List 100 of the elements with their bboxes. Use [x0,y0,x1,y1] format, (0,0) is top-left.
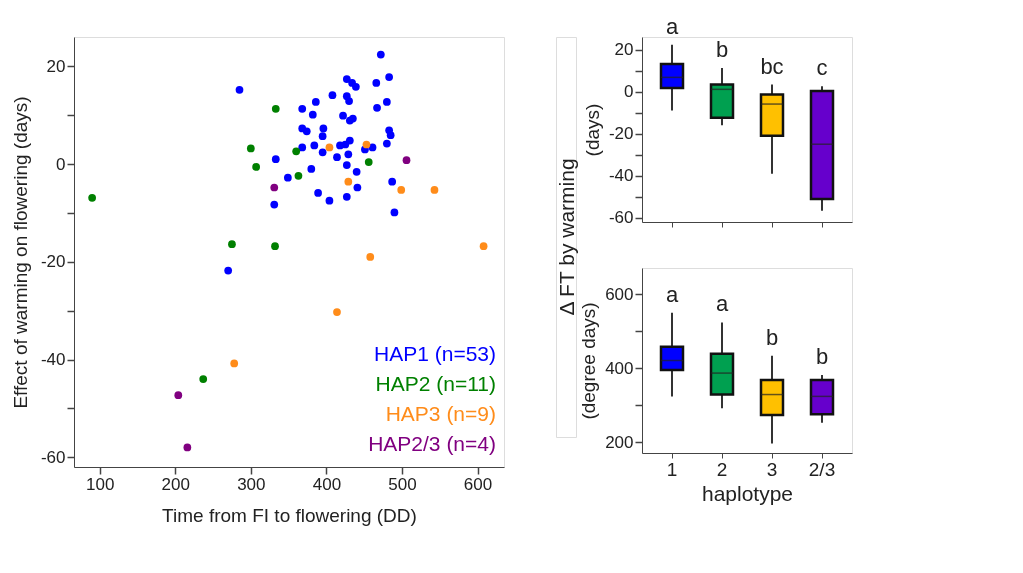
point [382,98,391,106]
annotation: a [715,291,729,317]
annotation: a [665,281,679,307]
point [366,253,375,261]
y-axis-title: Effect of warming on flowering (days) [9,96,31,409]
point [319,124,328,133]
y-tick-label: 0 [624,82,634,102]
point [402,156,411,164]
text: Δ FT by warming [555,158,578,316]
text: HAP3 (n=9) [385,402,496,425]
point [341,140,350,149]
point [228,240,236,249]
y-tick-label: 400 [605,358,634,378]
point [308,110,317,119]
point [345,97,353,105]
point [271,104,280,113]
point [311,98,320,106]
point [362,140,371,149]
point [333,153,341,162]
point [328,91,337,100]
point [325,196,334,205]
point [307,165,316,173]
text: HAP2/3 (n=4) [368,432,496,455]
point [364,158,373,166]
point [382,139,391,148]
point [372,79,381,87]
y-tick-label: -60 [40,447,66,467]
point [199,375,208,383]
point [270,183,279,192]
point [294,171,303,180]
annotation: b [765,324,779,350]
x-axis-title: Time from FI to flowering (DD) [162,504,417,526]
x-tick-label: 1 [666,458,678,480]
x-axis-title: haplotype [701,481,794,505]
y-tick-label: -40 [40,350,66,369]
y-tick-label: -40 [608,166,634,186]
point [314,189,322,197]
annotation: bc [760,53,784,79]
x-tick-label: 400 [312,474,342,494]
point [318,132,327,141]
point [344,177,353,186]
y-tick-label: -20 [608,124,634,144]
point [342,192,351,201]
x-tick-label: 2/3 [808,458,836,480]
x-tick-label: 100 [86,474,115,494]
y-tick-label: -60 [608,208,634,228]
point [342,75,351,83]
point [385,73,393,81]
y-tick-label: 200 [605,432,634,452]
point [318,148,327,157]
point [310,141,319,150]
point [88,193,97,202]
point [235,85,244,94]
point [390,208,399,217]
point [342,161,351,169]
x-tick-label: 3 [766,458,778,480]
point [388,177,397,186]
y-tick-label: 600 [605,284,634,304]
point [325,143,334,152]
point [298,143,307,152]
y-tick-label: 20 [46,56,66,76]
point [386,131,395,140]
point [333,308,341,316]
point [183,443,192,452]
point [352,168,361,176]
text: HAP2 (n=11) [375,372,496,395]
point [224,266,233,275]
point [174,391,183,400]
point [344,150,353,159]
x-tick-label: 300 [237,474,266,494]
text: HAP1 (n=53) [374,342,496,365]
point [352,82,360,91]
x-tick-label: 200 [161,474,190,494]
point [376,50,385,59]
x-tick-label: 500 [388,474,417,494]
y-tick-label: 20 [614,40,634,60]
annotation: b [815,343,829,369]
point [230,359,239,368]
point [298,104,307,113]
annotation: a [665,13,679,39]
point [368,143,377,152]
point [271,242,279,250]
point [252,163,260,171]
annotation: c [816,55,828,81]
point [397,186,406,194]
x-tick-label: 2 [716,458,728,480]
point [271,155,280,164]
point [292,147,301,156]
annotation: b [715,36,729,62]
point [353,183,362,192]
point [430,186,439,194]
point [283,173,292,182]
x-tick-label: 600 [463,474,493,494]
point [270,200,279,209]
point [479,242,488,250]
y-axis-title: (degree days) [578,302,600,420]
point [302,127,311,136]
y-tick-label: -20 [40,252,66,272]
y-tick-label: 0 [56,154,66,174]
point [339,111,347,120]
